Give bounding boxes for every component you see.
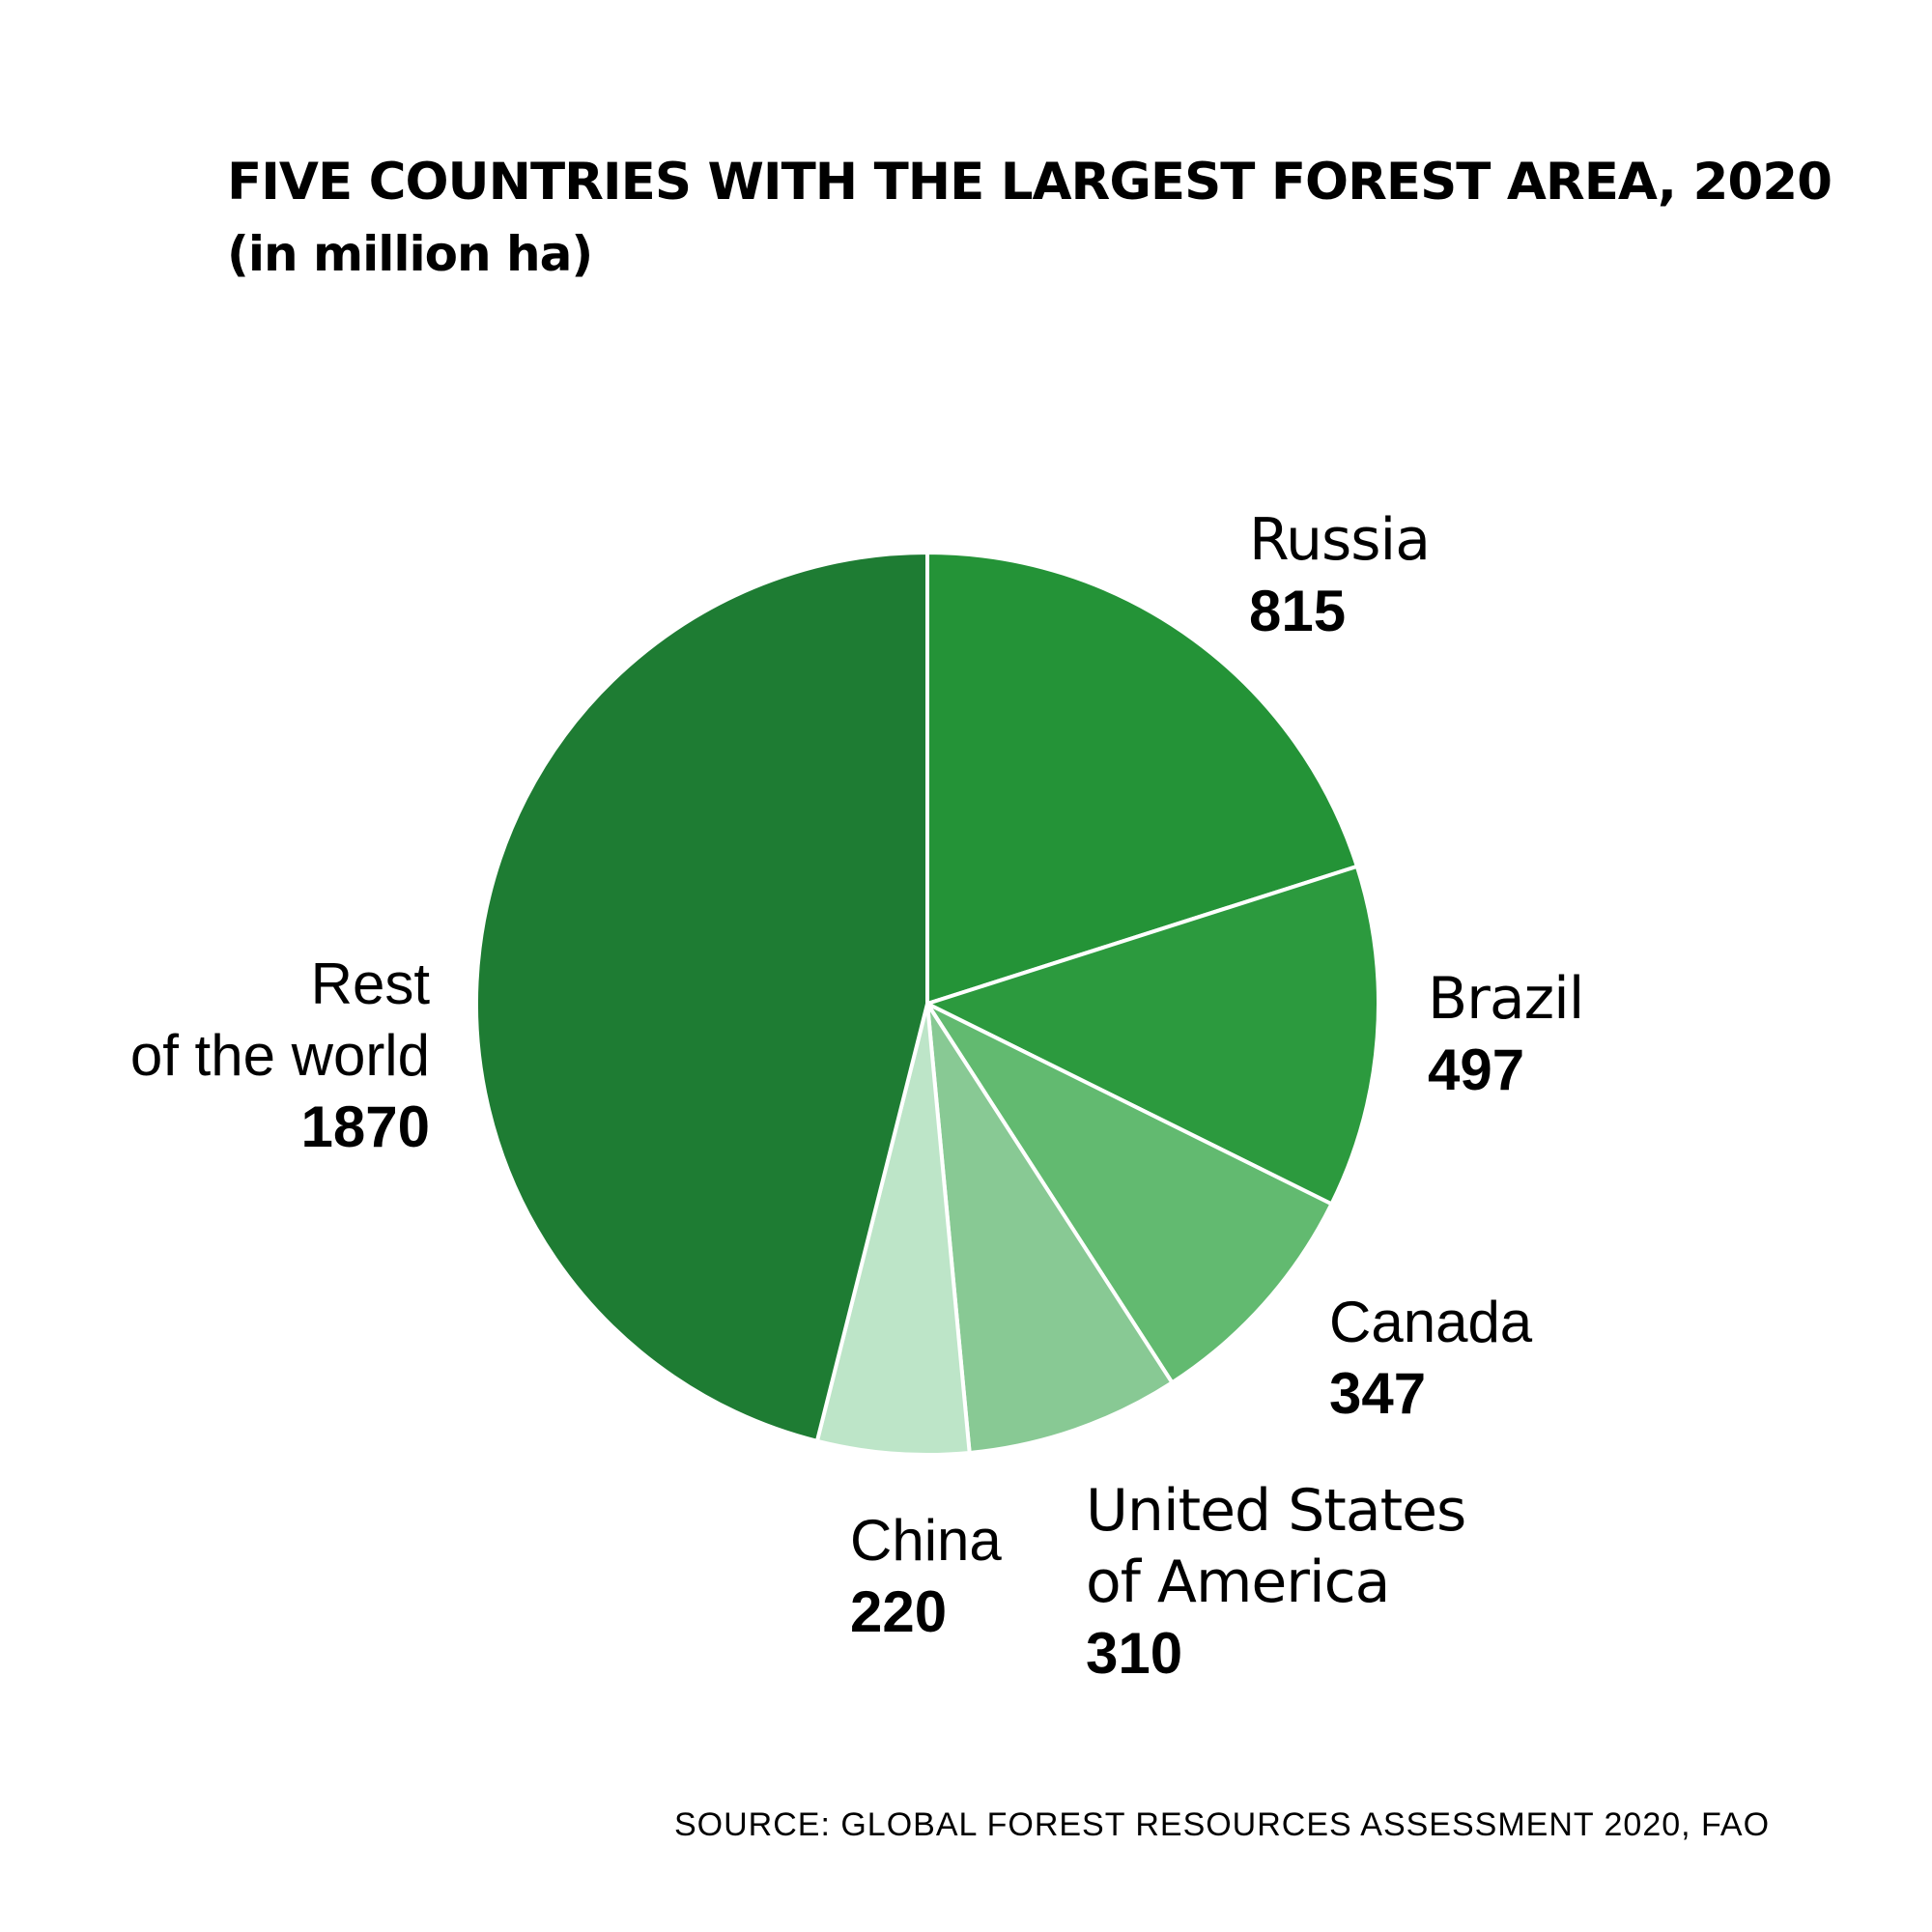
- pie-slice-canada: [925, 1002, 1334, 1385]
- label-china: China 220: [850, 1505, 1002, 1648]
- pie-slice-russia: [925, 551, 1359, 1006]
- label-brazil-name: Brazil: [1428, 965, 1584, 1033]
- label-rest-line2: of the world: [129, 1023, 430, 1088]
- label-brazil-value: 497: [1428, 1037, 1525, 1102]
- pie-slice-brazil: [925, 864, 1380, 1207]
- label-rest-value: 1870: [300, 1094, 430, 1159]
- pie-slice-united-states-of-america: [925, 1002, 1175, 1455]
- label-russia-value: 815: [1249, 579, 1347, 643]
- label-rest-of-world: Rest of the world 1870: [130, 949, 430, 1163]
- pie-slice-china: [814, 1002, 972, 1457]
- chart-subtitle: (in million ha): [227, 226, 593, 282]
- label-usa: United States of America 310: [1086, 1475, 1466, 1690]
- label-china-name: China: [850, 1508, 1002, 1573]
- label-usa-value: 310: [1086, 1621, 1183, 1686]
- label-china-value: 220: [850, 1579, 948, 1644]
- label-canada-name: Canada: [1329, 1290, 1533, 1354]
- label-usa-line1: United States: [1086, 1477, 1466, 1545]
- label-russia: Russia 815: [1249, 504, 1431, 647]
- label-rest-line1: Rest: [310, 952, 430, 1016]
- label-russia-name: Russia: [1249, 506, 1431, 574]
- label-usa-line2: of America: [1086, 1548, 1390, 1616]
- label-brazil: Brazil 497: [1428, 963, 1584, 1106]
- label-canada-value: 347: [1329, 1361, 1427, 1426]
- pie-slice-rest-of-the-world: [474, 551, 929, 1443]
- chart-title: FIVE COUNTRIES WITH THE LARGEST FOREST A…: [227, 153, 1833, 212]
- label-canada: Canada 347: [1329, 1287, 1532, 1430]
- source-note: SOURCE: GLOBAL FOREST RESOURCES ASSESSME…: [674, 1806, 1771, 1843]
